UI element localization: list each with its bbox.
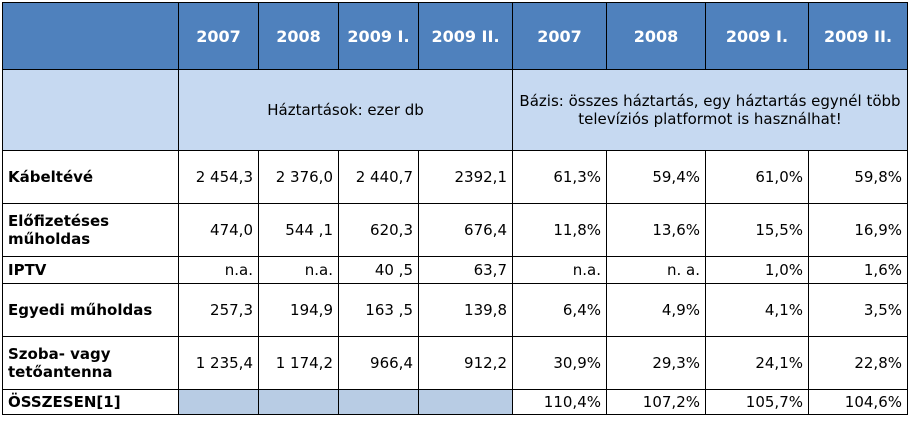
value-cell: 3,5%: [808, 283, 908, 337]
value-cell: 29,3%: [606, 336, 706, 390]
total-row: ÖSSZESEN[1] 110,4% 107,2% 105,7% 104,6%: [2, 389, 908, 415]
value-cell: 59,8%: [808, 150, 908, 204]
value-cell: 2 440,7: [338, 150, 419, 204]
blank-cell: [2, 69, 179, 151]
value-cell: 620,3: [338, 203, 419, 257]
data-row: Előfizetéses műholdas 474,0 544 ,1 620,3 676…: [2, 203, 908, 257]
value-cell: 63,7: [418, 256, 513, 284]
value-cell: 61,3%: [512, 150, 607, 204]
value-cell: 6,4%: [512, 283, 607, 337]
value-cell: 13,6%: [606, 203, 706, 257]
value-cell: n.a.: [178, 256, 259, 284]
blank-cell: [178, 389, 259, 415]
row-label: Kábeltévé: [2, 150, 179, 204]
value-cell: n.a.: [512, 256, 607, 284]
value-cell: 40 ,5: [338, 256, 419, 284]
header-cell: 2007: [178, 2, 259, 70]
row-label: IPTV: [2, 256, 179, 284]
data-row: IPTV n.a. n.a. 40 ,5 63,7 n.a. n. a. 1,0% 1,6%: [2, 256, 908, 284]
value-cell: 15,5%: [705, 203, 809, 257]
header-cell: 2009 I.: [705, 2, 809, 70]
value-cell: 59,4%: [606, 150, 706, 204]
header-cell: 2008: [606, 2, 706, 70]
value-cell: 104,6%: [808, 389, 908, 415]
value-cell: 676,4: [418, 203, 513, 257]
value-cell: 474,0: [178, 203, 259, 257]
data-row: Kábeltévé 2 454,3 2 376,0 2 440,7 2392,1 61,3…: [2, 150, 908, 204]
value-cell: 4,1%: [705, 283, 809, 337]
row-label: Előfizetéses műholdas: [2, 203, 179, 257]
value-cell: 30,9%: [512, 336, 607, 390]
value-cell: 24,1%: [705, 336, 809, 390]
value-cell: 194,9: [258, 283, 339, 337]
value-cell: 110,4%: [512, 389, 607, 415]
base-note: Bázis: összes háztartás, egy háztartás e…: [512, 69, 908, 151]
row-label: Egyedi műholdas: [2, 283, 179, 337]
row-label: ÖSSZESEN[1]: [2, 389, 179, 415]
value-cell: 22,8%: [808, 336, 908, 390]
header-cell: 2007: [512, 2, 607, 70]
data-row: Szoba- vagy tetőantenna 1 235,4 1 174,2 966…: [2, 336, 908, 390]
value-cell: 11,8%: [512, 203, 607, 257]
value-cell: 16,9%: [808, 203, 908, 257]
value-cell: 4,9%: [606, 283, 706, 337]
value-cell: 544 ,1: [258, 203, 339, 257]
units-note: Háztartások: ezer db: [178, 69, 513, 151]
value-cell: 257,3: [178, 283, 259, 337]
note-row: Háztartások: ezer db Bázis: összes háztar…: [2, 69, 908, 151]
value-cell: 2 376,0: [258, 150, 339, 204]
value-cell: 2392,1: [418, 150, 513, 204]
value-cell: 61,0%: [705, 150, 809, 204]
value-cell: 1 235,4: [178, 336, 259, 390]
header-cell: 2009 II.: [808, 2, 908, 70]
header-cell: 2009 II.: [418, 2, 513, 70]
header-cell: 2008: [258, 2, 339, 70]
blank-cell: [418, 389, 513, 415]
value-cell: 912,2: [418, 336, 513, 390]
value-cell: 105,7%: [705, 389, 809, 415]
value-cell: 139,8: [418, 283, 513, 337]
blank-cell: [2, 2, 179, 70]
data-table: 2007 2008 2009 I. 2009 II. 2007 2008 2009 I. 20…: [2, 2, 908, 415]
value-cell: 1,0%: [705, 256, 809, 284]
data-row: Egyedi műholdas 257,3 194,9 163 ,5 139,8 6,4%…: [2, 283, 908, 337]
value-cell: 1,6%: [808, 256, 908, 284]
value-cell: n. a.: [606, 256, 706, 284]
value-cell: 2 454,3: [178, 150, 259, 204]
value-cell: 1 174,2: [258, 336, 339, 390]
value-cell: 163 ,5: [338, 283, 419, 337]
blank-cell: [258, 389, 339, 415]
row-label: Szoba- vagy tetőantenna: [2, 336, 179, 390]
header-row: 2007 2008 2009 I. 2009 II. 2007 2008 2009 I. 20…: [2, 2, 908, 70]
blank-cell: [338, 389, 419, 415]
value-cell: 107,2%: [606, 389, 706, 415]
value-cell: 966,4: [338, 336, 419, 390]
header-cell: 2009 I.: [338, 2, 419, 70]
table-body: 2007 2008 2009 I. 2009 II. 2007 2008 2009 I. 20…: [2, 2, 908, 415]
value-cell: n.a.: [258, 256, 339, 284]
